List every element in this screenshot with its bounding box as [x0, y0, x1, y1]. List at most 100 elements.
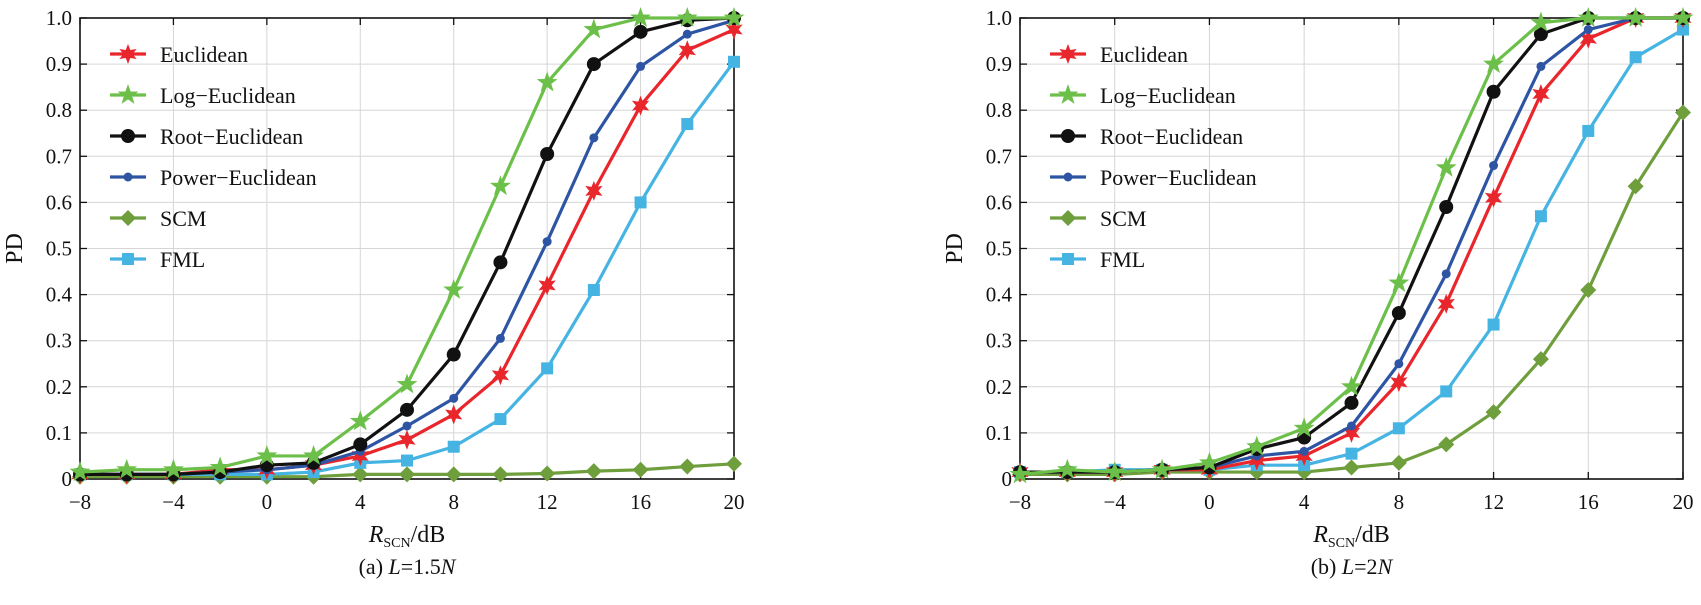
- data-point: [449, 393, 459, 403]
- data-point: [634, 196, 647, 209]
- data-point: [1579, 28, 1597, 49]
- data-point: [1151, 458, 1173, 479]
- data-point: [400, 402, 414, 417]
- data-point: [1390, 454, 1407, 471]
- y-tick-label: 0.8: [986, 98, 1012, 122]
- data-point: [491, 365, 510, 386]
- data-point: [1580, 281, 1597, 298]
- legend-label: SCM: [1100, 206, 1146, 231]
- y-tick-label: 0.9: [46, 52, 72, 76]
- data-point: [494, 413, 507, 426]
- x-tick-label: 16: [630, 490, 651, 514]
- data-point: [445, 466, 462, 483]
- data-point: [402, 421, 412, 431]
- data-point: [1391, 306, 1406, 321]
- data-point: [1293, 417, 1315, 438]
- y-tick-label: 0: [62, 467, 73, 491]
- y-tick-label: 0.6: [46, 190, 72, 214]
- legend-label: Root−Euclidean: [160, 124, 303, 149]
- x-tick-label: 0: [262, 490, 273, 514]
- y-tick-label: 0.3: [986, 329, 1012, 353]
- data-point: [678, 40, 696, 61]
- data-point: [1342, 422, 1361, 443]
- y-tick-label: 0.3: [46, 329, 72, 353]
- legend-label: FML: [160, 247, 205, 272]
- legend-label: Euclidean: [160, 42, 248, 67]
- data-point: [540, 146, 555, 161]
- data-point: [1583, 25, 1593, 35]
- x-tick-label: −8: [69, 490, 91, 514]
- y-tick-label: 0.2: [986, 375, 1012, 399]
- legend-marker: [123, 172, 133, 182]
- data-point: [636, 61, 646, 71]
- data-point: [1577, 7, 1599, 27]
- y-tick-label: 0: [1002, 467, 1013, 491]
- data-point: [1392, 422, 1405, 435]
- data-point: [1390, 372, 1408, 393]
- data-point: [585, 180, 603, 201]
- y-axis-label: PD: [2, 233, 28, 264]
- x-tick-label: 20: [1673, 490, 1694, 514]
- data-point: [116, 458, 138, 479]
- y-tick-label: 0.4: [46, 283, 73, 307]
- data-point: [1009, 463, 1031, 484]
- data-point: [1483, 53, 1505, 73]
- data-point: [583, 18, 605, 39]
- y-axis-label: PD: [942, 233, 968, 264]
- data-point: [1341, 375, 1362, 396]
- data-point: [586, 57, 601, 72]
- legend: Euclidean Log−Euclidean Root−Euclidean Powe…: [110, 42, 317, 272]
- y-tick-label: 0.4: [986, 283, 1013, 307]
- data-point: [352, 466, 369, 483]
- data-point: [1486, 84, 1501, 99]
- legend-marker: [120, 210, 136, 226]
- data-point: [256, 444, 278, 465]
- series-euclidean: [1011, 8, 1692, 483]
- data-point: [1295, 445, 1313, 466]
- data-point: [538, 275, 556, 296]
- data-point: [585, 463, 602, 480]
- legend-marker: [1057, 84, 1079, 104]
- x-axis-label: RSCN/dB: [368, 522, 446, 551]
- x-tick-label: 12: [1483, 490, 1504, 514]
- y-tick-label: 0.5: [986, 237, 1012, 261]
- data-point: [1530, 11, 1552, 32]
- legend-marker: [1063, 172, 1073, 182]
- legend-label: FML: [1100, 247, 1145, 272]
- data-point: [401, 454, 413, 467]
- data-point: [489, 175, 511, 196]
- data-point: [351, 445, 369, 466]
- legend-marker: [1062, 253, 1074, 265]
- data-point: [445, 404, 463, 425]
- y-tick-label: 0.8: [46, 98, 72, 122]
- data-point: [1487, 318, 1500, 331]
- data-point: [536, 71, 558, 92]
- x-tick-label: 0: [1204, 490, 1215, 514]
- data-point: [1629, 51, 1642, 64]
- data-point: [396, 373, 418, 394]
- data-point: [1056, 458, 1078, 479]
- data-point: [1532, 84, 1550, 105]
- legend-marker: [121, 129, 135, 143]
- legend: Euclidean Log−Euclidean Root−Euclidean Powe…: [1050, 42, 1257, 272]
- data-point: [69, 461, 91, 481]
- data-point: [1582, 124, 1595, 137]
- data-point: [1485, 404, 1502, 421]
- data-point: [1536, 61, 1546, 71]
- legend-label: Root−Euclidean: [1100, 124, 1243, 149]
- legend-marker: [1060, 210, 1076, 226]
- y-tick-label: 0.2: [46, 375, 72, 399]
- panel-caption: (a) L=1.5N: [359, 554, 457, 579]
- data-point: [633, 24, 648, 39]
- data-point: [679, 458, 696, 475]
- legend-marker: [119, 44, 137, 64]
- y-tick-label: 0.1: [46, 421, 72, 445]
- x-tick-label: 8: [1394, 490, 1405, 514]
- data-point: [542, 237, 552, 247]
- y-tick-label: 0.9: [986, 52, 1012, 76]
- data-point: [1246, 435, 1268, 456]
- legend-label: SCM: [160, 206, 206, 231]
- data-point: [447, 440, 460, 453]
- data-point: [1533, 27, 1548, 42]
- data-point: [1345, 447, 1358, 460]
